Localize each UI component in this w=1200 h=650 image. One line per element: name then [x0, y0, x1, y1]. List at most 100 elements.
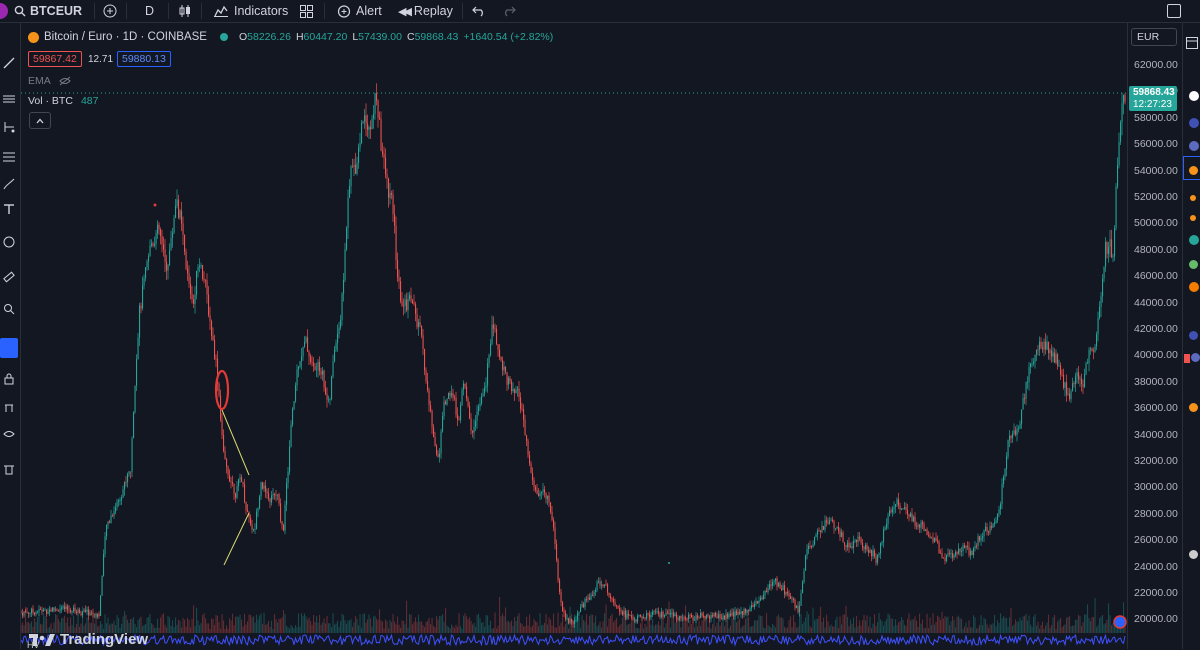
volume-bar — [515, 621, 517, 633]
zoom-icon[interactable] — [3, 303, 15, 315]
volume-bar — [869, 616, 871, 633]
candle-body — [215, 358, 217, 360]
widget-item-dot[interactable] — [1189, 91, 1199, 101]
plus-circle-icon — [103, 4, 117, 18]
candle-body — [605, 584, 607, 586]
volume-bar — [308, 617, 310, 633]
fib-tool-icon[interactable] — [3, 151, 15, 163]
ruler-icon[interactable] — [3, 271, 15, 283]
widget-item-dot[interactable] — [1189, 260, 1198, 269]
widget-item-dot[interactable] — [1189, 282, 1199, 292]
trash-icon[interactable] — [3, 463, 15, 475]
volume-bar — [494, 612, 496, 633]
go-to-realtime-icon[interactable] — [1113, 615, 1127, 629]
lock-icon[interactable] — [3, 373, 15, 385]
volume-bar — [665, 623, 667, 633]
widget-item-dot[interactable] — [1189, 331, 1198, 340]
hide-drawings-icon[interactable] — [3, 401, 15, 413]
candle-body — [1102, 278, 1104, 297]
volume-bar — [643, 628, 645, 633]
volume-bar — [628, 624, 630, 633]
eye-hidden-icon[interactable] — [59, 76, 71, 86]
trend-line-tool-icon[interactable] — [3, 57, 15, 69]
volume-bar — [622, 617, 624, 633]
replay-button[interactable]: ◀◀ Replay — [398, 0, 453, 22]
pitchfork-tool-icon[interactable] — [3, 121, 15, 133]
brush-tool-icon[interactable] — [3, 178, 15, 190]
alert-button[interactable]: Alert — [337, 0, 382, 22]
compare-symbol-button[interactable] — [103, 0, 117, 22]
widget-item-dot[interactable] — [1189, 403, 1198, 412]
widget-item-dot[interactable] — [1191, 353, 1200, 362]
volume-bar — [872, 623, 874, 633]
chart-type-button[interactable] — [179, 0, 191, 22]
undo-button[interactable] — [472, 0, 486, 22]
volume-bar — [376, 618, 378, 633]
candle-body — [326, 394, 328, 400]
volume-bar — [1024, 615, 1026, 633]
tradingview-logo[interactable]: TradingView — [29, 631, 148, 648]
volume-bar — [385, 619, 387, 633]
candle-body — [916, 525, 918, 527]
price-axis[interactable]: EUR 62000.0060000.0058000.0056000.005400… — [1127, 23, 1183, 649]
collapse-legend-button[interactable] — [29, 112, 51, 129]
symbol-title[interactable]: Bitcoin / Euro · 1D · COINBASE — [44, 31, 207, 43]
volume-bar — [752, 625, 754, 633]
eye-icon[interactable] — [3, 428, 15, 440]
volume-bar — [877, 622, 879, 633]
candle-body — [586, 598, 588, 600]
widget-item-dot[interactable] — [1190, 215, 1196, 221]
volume-bar — [68, 626, 70, 633]
volume-bar — [98, 625, 100, 633]
volume-bar — [329, 623, 331, 633]
symbol-search[interactable]: BTCEUR — [14, 0, 82, 22]
ema-legend[interactable]: EMA — [28, 75, 71, 87]
magnet-mode-button[interactable] — [0, 338, 18, 358]
widget-item-dot[interactable] — [1189, 118, 1199, 128]
candle-body — [343, 280, 345, 294]
volume-bar — [353, 622, 355, 633]
price-chart[interactable] — [21, 23, 1127, 649]
layout-toggle-button[interactable] — [1167, 0, 1181, 22]
volume-bar — [365, 622, 367, 633]
candle-body — [205, 280, 207, 282]
candle-body — [805, 555, 807, 571]
candle-body — [238, 479, 240, 487]
volume-bar — [361, 628, 363, 633]
widget-item-dot[interactable] — [1189, 550, 1198, 559]
candle-body — [44, 609, 46, 611]
watchlist-icon[interactable] — [1186, 37, 1198, 49]
widget-item-dot[interactable] — [1190, 195, 1196, 201]
widget-item-dot[interactable] — [1189, 141, 1199, 151]
volume-bar — [604, 613, 606, 633]
widget-item-dot[interactable] — [1189, 166, 1198, 175]
ask-price-box[interactable]: 59880.13 — [117, 51, 171, 67]
volume-bar — [727, 615, 729, 633]
volume-bar — [953, 619, 955, 633]
indicators-button[interactable]: Indicators — [214, 0, 288, 22]
currency-selector[interactable]: EUR — [1131, 28, 1177, 46]
candle-body — [706, 614, 708, 619]
widget-item-dot[interactable] — [1189, 235, 1199, 245]
volume-bar — [679, 619, 681, 633]
volume-bar — [854, 627, 856, 633]
candle-body — [344, 249, 346, 281]
candle-body — [965, 546, 967, 548]
avatar[interactable] — [0, 0, 8, 22]
candle-body — [764, 590, 766, 595]
candle-body — [133, 412, 135, 439]
interval-button[interactable]: D — [145, 0, 154, 22]
volume-bar — [754, 620, 756, 633]
text-tool-icon[interactable] — [3, 203, 15, 215]
volume-bar — [389, 619, 391, 633]
bid-price-box[interactable]: 59867.42 — [28, 51, 82, 67]
layouts-button[interactable] — [300, 0, 313, 22]
volume-bar — [575, 620, 577, 633]
widget-item-dot[interactable] — [1184, 354, 1190, 363]
volume-legend[interactable]: Vol · BTC 487 — [28, 95, 98, 107]
pattern-tool-icon[interactable] — [3, 236, 15, 248]
candle-body — [403, 305, 405, 307]
widget-item-selected[interactable] — [1183, 156, 1200, 180]
horizontal-lines-tool-icon[interactable] — [3, 93, 15, 105]
redo-button[interactable] — [502, 0, 516, 22]
